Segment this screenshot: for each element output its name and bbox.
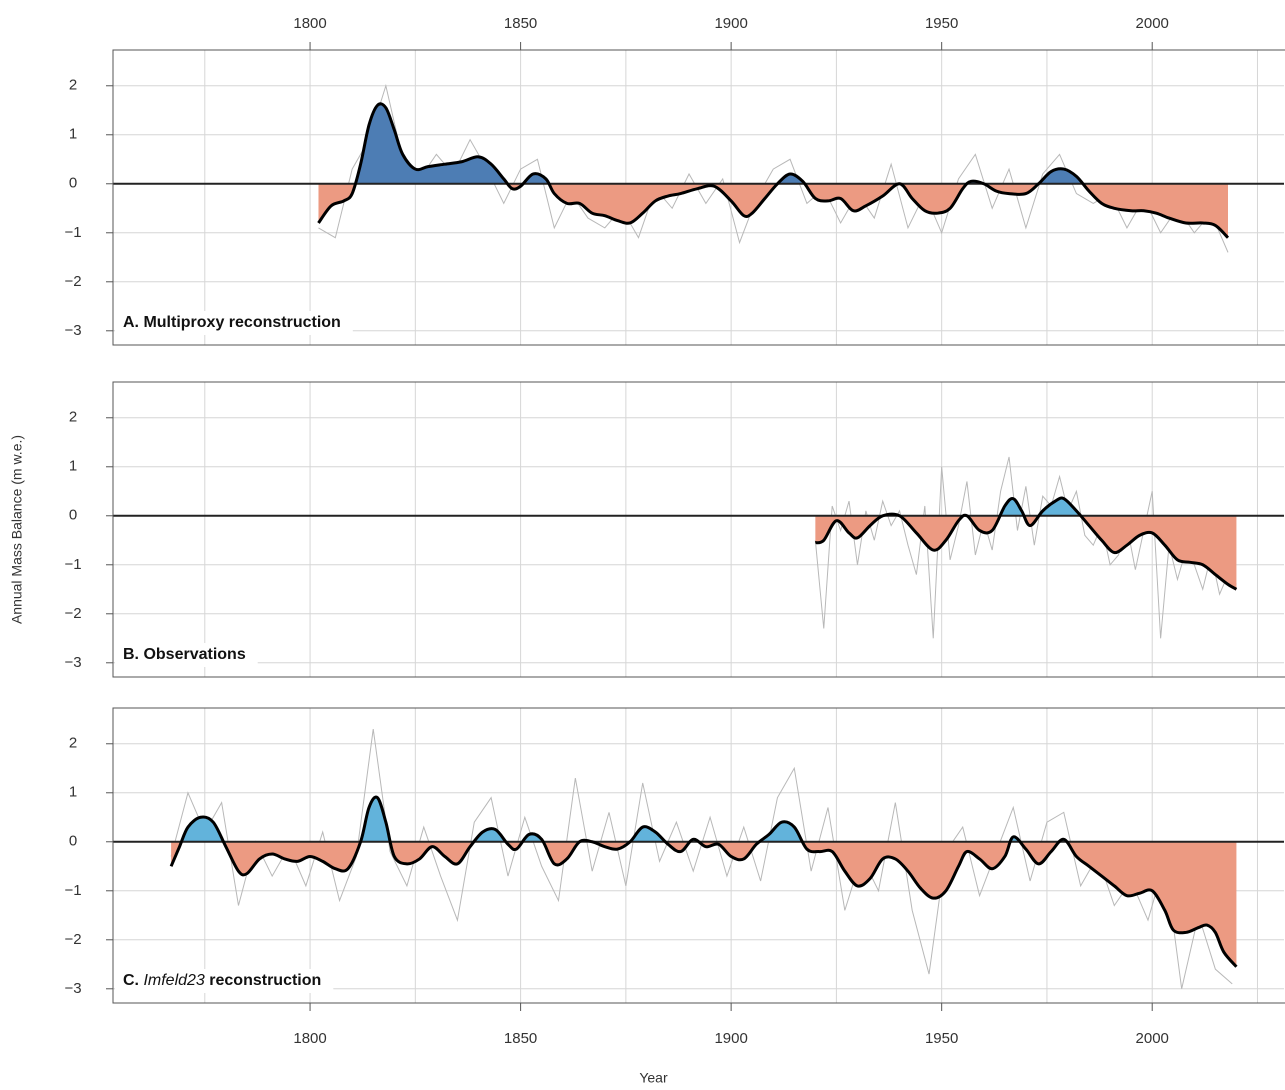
title-background: [115, 311, 353, 335]
panel-title: B. Observations: [123, 646, 246, 663]
y-tick-label: −1: [64, 224, 81, 241]
y-tick-label: −3: [64, 654, 81, 671]
x-tick-label: 1850: [504, 15, 537, 32]
panel-frame: [112, 49, 1285, 346]
title-part: Observations: [143, 646, 245, 663]
panel-background: [113, 50, 1284, 345]
area-positive: [318, 103, 1228, 184]
title-part: A.: [123, 314, 139, 331]
area-negative: [318, 183, 1228, 238]
title-part: Imfeld23: [143, 972, 204, 989]
panel-title: C. Imfeld23 reconstruction: [123, 972, 321, 989]
panel-frame: [112, 707, 1285, 1004]
panel-title: A. Multiproxy reconstruction: [123, 314, 341, 331]
x-axis-label: Year: [639, 1070, 668, 1086]
x-tick-label: 1800: [293, 15, 326, 32]
x-tick-label: 1900: [714, 15, 747, 32]
y-axis-label: Annual Mass Balance (m w.e.): [9, 435, 25, 624]
x-tick-label: 2000: [1136, 15, 1169, 32]
area-negative: [815, 515, 1237, 590]
x-tick-label: 1950: [925, 15, 958, 32]
y-tick-label: 1: [69, 126, 77, 143]
y-tick-label: 0: [69, 175, 77, 192]
annual-line: [318, 83, 1229, 253]
title-background: [115, 969, 334, 993]
panel-frame: [112, 381, 1285, 678]
y-tick-label: 2: [69, 409, 77, 426]
smooth-line: [814, 496, 1238, 591]
title-part: C.: [123, 972, 139, 989]
title-part: B.: [123, 646, 139, 663]
x-tick-label: 1950: [925, 1030, 958, 1047]
y-tick-label: 2: [69, 77, 77, 94]
smooth-line: [317, 102, 1230, 239]
y-tick-label: 0: [69, 833, 77, 850]
y-tick-label: −2: [64, 273, 81, 290]
y-tick-label: −3: [64, 980, 81, 997]
y-tick-label: 2: [69, 735, 77, 752]
annual-line: [814, 456, 1237, 639]
title-part: reconstruction: [209, 972, 321, 989]
panel-background: [113, 382, 1284, 677]
x-tick-label: 2000: [1136, 1030, 1169, 1047]
y-tick-label: −2: [64, 931, 81, 948]
y-tick-label: −1: [64, 882, 81, 899]
title-background: [115, 643, 258, 667]
y-tick-label: −1: [64, 556, 81, 573]
y-tick-label: −2: [64, 605, 81, 622]
x-tick-label: 1850: [504, 1030, 537, 1047]
title-part: Multiproxy reconstruction: [143, 314, 340, 331]
x-tick-label: 1900: [714, 1030, 747, 1047]
x-tick-label: 1800: [293, 1030, 326, 1047]
y-tick-label: 1: [69, 784, 77, 801]
smooth-line: [169, 795, 1238, 968]
y-tick-label: −3: [64, 322, 81, 339]
y-tick-label: 0: [69, 507, 77, 524]
y-tick-label: 1: [69, 458, 77, 475]
